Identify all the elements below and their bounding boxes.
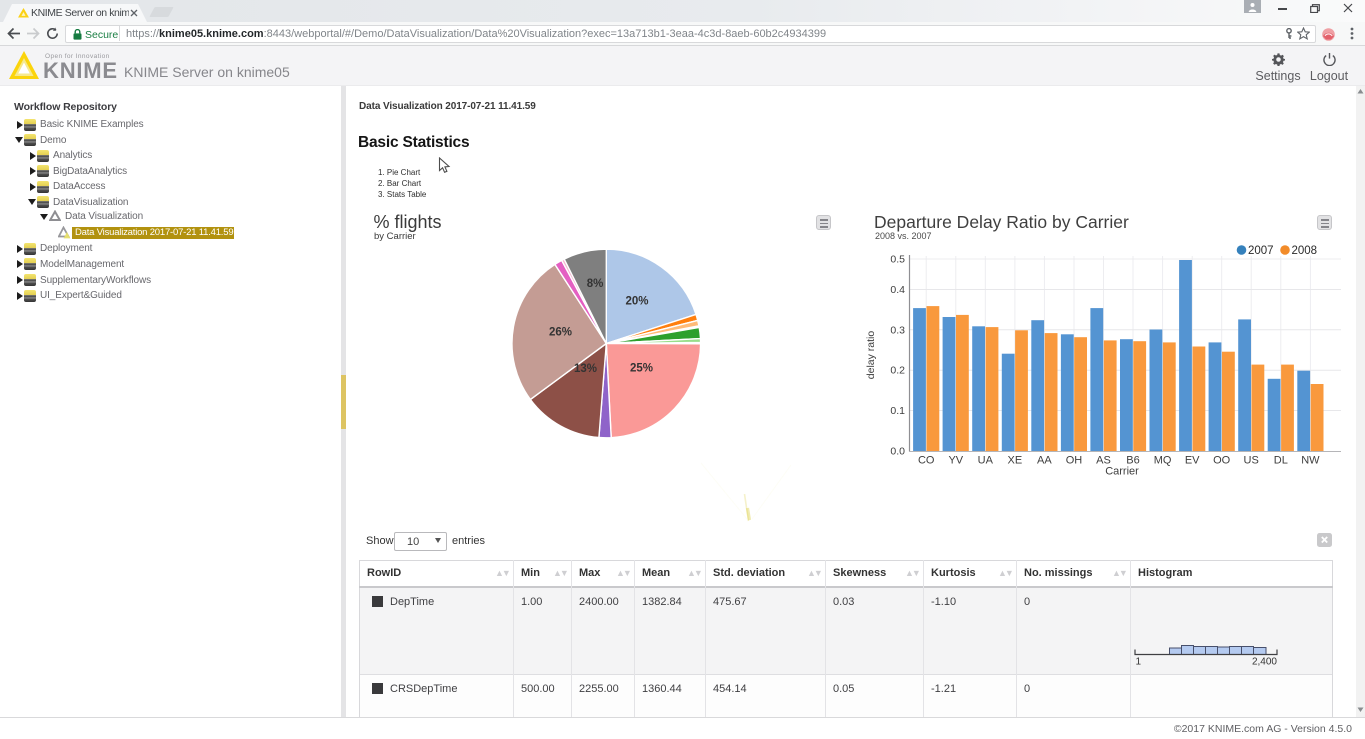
svg-text:CO: CO [918, 455, 935, 467]
svg-text:US: US [1244, 455, 1259, 467]
svg-text:2007: 2007 [1248, 245, 1274, 257]
svg-text:0.4: 0.4 [890, 284, 905, 296]
svg-text:1: 1 [1136, 657, 1142, 668]
svg-text:delay ratio: delay ratio [865, 331, 877, 380]
svg-text:2,400: 2,400 [1252, 657, 1277, 668]
svg-text:YV: YV [948, 455, 963, 467]
svg-text:UA: UA [978, 455, 994, 467]
svg-text:2008: 2008 [1292, 245, 1318, 257]
svg-text:25%: 25% [630, 363, 653, 375]
svg-text:MQ: MQ [1154, 455, 1172, 467]
svg-text:AS: AS [1096, 455, 1111, 467]
svg-text:20%: 20% [625, 296, 648, 308]
svg-text:OO: OO [1213, 455, 1231, 467]
svg-text:0.5: 0.5 [890, 254, 905, 266]
svg-text:NW: NW [1301, 455, 1320, 467]
svg-text:26%: 26% [549, 327, 572, 339]
svg-text:0.3: 0.3 [890, 324, 905, 336]
svg-text:0.2: 0.2 [890, 365, 905, 377]
svg-text:XE: XE [1008, 455, 1023, 467]
svg-text:0.0: 0.0 [890, 445, 905, 457]
svg-text:AA: AA [1037, 455, 1052, 467]
svg-text:B6: B6 [1126, 455, 1139, 467]
svg-text:EV: EV [1185, 455, 1200, 467]
svg-text:8%: 8% [587, 278, 604, 290]
svg-text:13%: 13% [574, 363, 597, 375]
svg-text:DL: DL [1274, 455, 1288, 467]
svg-text:Carrier: Carrier [1105, 466, 1139, 478]
svg-text:0.1: 0.1 [890, 405, 905, 417]
svg-text:OH: OH [1066, 455, 1083, 467]
